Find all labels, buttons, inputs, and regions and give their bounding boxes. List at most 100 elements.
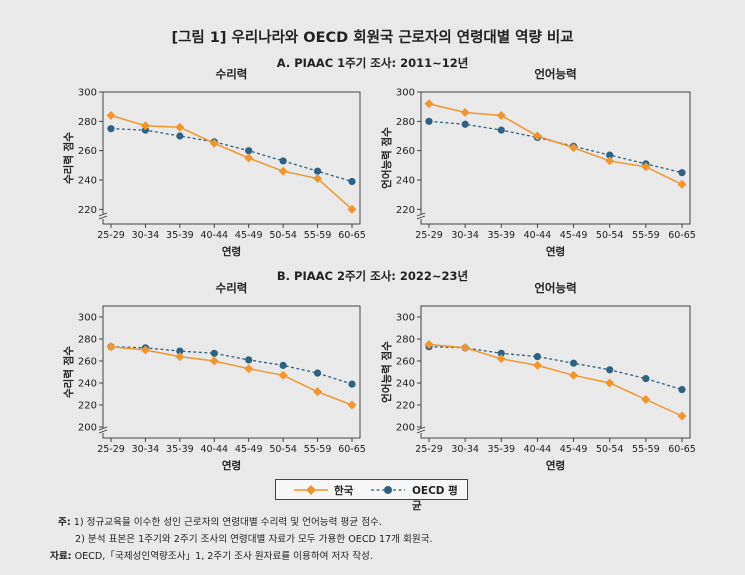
oecd-point bbox=[533, 353, 542, 361]
x-tick-label: 35-39 bbox=[166, 230, 194, 241]
series-korea-line bbox=[428, 343, 683, 417]
figure-title: [그림 1] 우리나라와 OECD 회원국 근로자의 연령대별 역량 비교 bbox=[171, 30, 574, 46]
oecd-point bbox=[497, 126, 505, 134]
axis-break-mark bbox=[416, 212, 426, 220]
axis-break-gap bbox=[417, 214, 425, 219]
series-oecd-line bbox=[110, 346, 353, 385]
oecd-point bbox=[279, 361, 287, 369]
source-text: OECD,「국제성인역량조사」1, 2주기 조사 원자료를 이용하여 저자 작성… bbox=[74, 551, 373, 562]
chart-b-literacy: 언어능력 200 220 240 260 280 300 25-29 30-34 35-39 40-… bbox=[380, 281, 696, 472]
oecd-point bbox=[313, 369, 322, 377]
x-tick-label: 60-65 bbox=[668, 230, 696, 241]
chart-title: 수리력 bbox=[216, 67, 248, 81]
chart-title: 언어능력 bbox=[534, 67, 576, 81]
oecd-point bbox=[461, 120, 469, 128]
korea-point bbox=[313, 174, 323, 184]
korea-point bbox=[424, 340, 434, 349]
series-oecd-line bbox=[110, 128, 353, 183]
legend-oecd-label: OECD 평균 bbox=[412, 485, 458, 512]
legend-korea-marker bbox=[306, 485, 316, 495]
y-tick-label: 260 bbox=[78, 357, 97, 368]
y-axis-label: 수리력 점수 bbox=[62, 132, 75, 184]
x-tick-label: 35-39 bbox=[487, 230, 515, 241]
y-tick-label: 300 bbox=[396, 313, 415, 324]
series-korea-line bbox=[110, 114, 353, 210]
x-tick-label: 40-44 bbox=[200, 444, 228, 455]
x-tick-label: 30-34 bbox=[132, 444, 160, 455]
korea-point bbox=[209, 356, 219, 366]
panel-b-title: B. PIAAC 2주기 조사: 2022~23년 bbox=[276, 269, 469, 283]
oecd-point bbox=[425, 117, 433, 125]
oecd-point bbox=[107, 125, 115, 133]
legend-swatches bbox=[294, 485, 405, 495]
korea-point bbox=[278, 370, 288, 380]
korea-point bbox=[677, 179, 687, 189]
oecd-point bbox=[678, 169, 686, 177]
x-axis-label: 연령 bbox=[222, 245, 241, 258]
y-tick-label: 220 bbox=[396, 401, 415, 412]
chart-b-numeracy: 수리력 200 220 240 260 280 300 25-29 30-34 35-39 40-4… bbox=[62, 281, 366, 472]
korea-point bbox=[496, 354, 506, 364]
axis-break-gap bbox=[99, 214, 107, 219]
oecd-point bbox=[210, 349, 218, 357]
y-tick-label: 280 bbox=[78, 117, 97, 128]
plot-frame bbox=[420, 305, 691, 439]
legend-oecd-marker bbox=[384, 486, 392, 494]
y-tick-label: 280 bbox=[396, 117, 415, 128]
chart-a-numeracy: 수리력 220 240 260 280 300 25-29 30-34 35-39 40-44 45… bbox=[62, 67, 366, 258]
y-tick-label: 260 bbox=[396, 357, 415, 368]
axis-break-mark bbox=[98, 212, 108, 220]
axis-break-gap bbox=[99, 428, 107, 433]
oecd-point bbox=[176, 132, 184, 140]
oecd-point bbox=[497, 349, 505, 357]
oecd-point bbox=[642, 375, 650, 383]
x-tick-label: 50-54 bbox=[596, 230, 624, 241]
y-tick-label: 220 bbox=[396, 205, 415, 216]
x-tick-label: 35-39 bbox=[166, 444, 194, 455]
x-tick-label: 30-34 bbox=[451, 444, 479, 455]
x-tick-label: 55-59 bbox=[304, 444, 332, 455]
x-tick-label: 45-49 bbox=[235, 230, 263, 241]
x-tick-label: 30-34 bbox=[132, 230, 160, 241]
oecd-point bbox=[279, 157, 287, 165]
note-1: 1) 정규교육을 이수한 성인 근로자의 연령대별 수리력 및 언어능력 평균 … bbox=[73, 517, 382, 528]
x-tick-label: 55-59 bbox=[632, 230, 660, 241]
x-tick-label: 25-29 bbox=[97, 230, 125, 241]
x-tick-label: 55-59 bbox=[304, 230, 332, 241]
korea-point bbox=[605, 378, 615, 388]
oecd-point bbox=[606, 366, 614, 374]
oecd-point bbox=[606, 151, 614, 159]
y-tick-label: 260 bbox=[396, 146, 415, 157]
korea-point bbox=[244, 364, 254, 374]
y-tick-label: 260 bbox=[78, 146, 97, 157]
korea-point bbox=[532, 131, 542, 141]
series-oecd-line bbox=[428, 346, 683, 391]
korea-point bbox=[424, 99, 434, 109]
y-tick-label: 240 bbox=[396, 176, 415, 187]
x-tick-label: 50-54 bbox=[269, 444, 297, 455]
y-axis-label: 수리력 점수 bbox=[62, 346, 75, 398]
y-tick-label: 240 bbox=[396, 379, 415, 390]
x-tick-label: 45-49 bbox=[560, 444, 588, 455]
korea-point bbox=[347, 400, 357, 410]
axis-break-gap bbox=[417, 428, 425, 433]
korea-point bbox=[278, 166, 288, 176]
x-tick-label: 25-29 bbox=[415, 230, 443, 241]
oecd-point bbox=[348, 177, 356, 186]
korea-point bbox=[313, 387, 323, 397]
korea-point bbox=[569, 143, 579, 153]
x-tick-label: 50-54 bbox=[269, 230, 297, 241]
axis-break-mark bbox=[416, 426, 426, 434]
plot-frame bbox=[102, 305, 361, 439]
x-axis-label: 연령 bbox=[222, 459, 241, 472]
x-tick-label: 50-54 bbox=[596, 444, 624, 455]
source-label: 자료: bbox=[50, 551, 72, 562]
korea-point bbox=[677, 411, 687, 421]
y-tick-label: 300 bbox=[78, 313, 97, 324]
y-tick-label: 240 bbox=[78, 176, 97, 187]
axis-break-mark bbox=[98, 426, 108, 434]
korea-point bbox=[347, 204, 357, 214]
oecd-point bbox=[313, 167, 322, 175]
korea-point bbox=[140, 345, 150, 355]
korea-point bbox=[175, 122, 185, 132]
